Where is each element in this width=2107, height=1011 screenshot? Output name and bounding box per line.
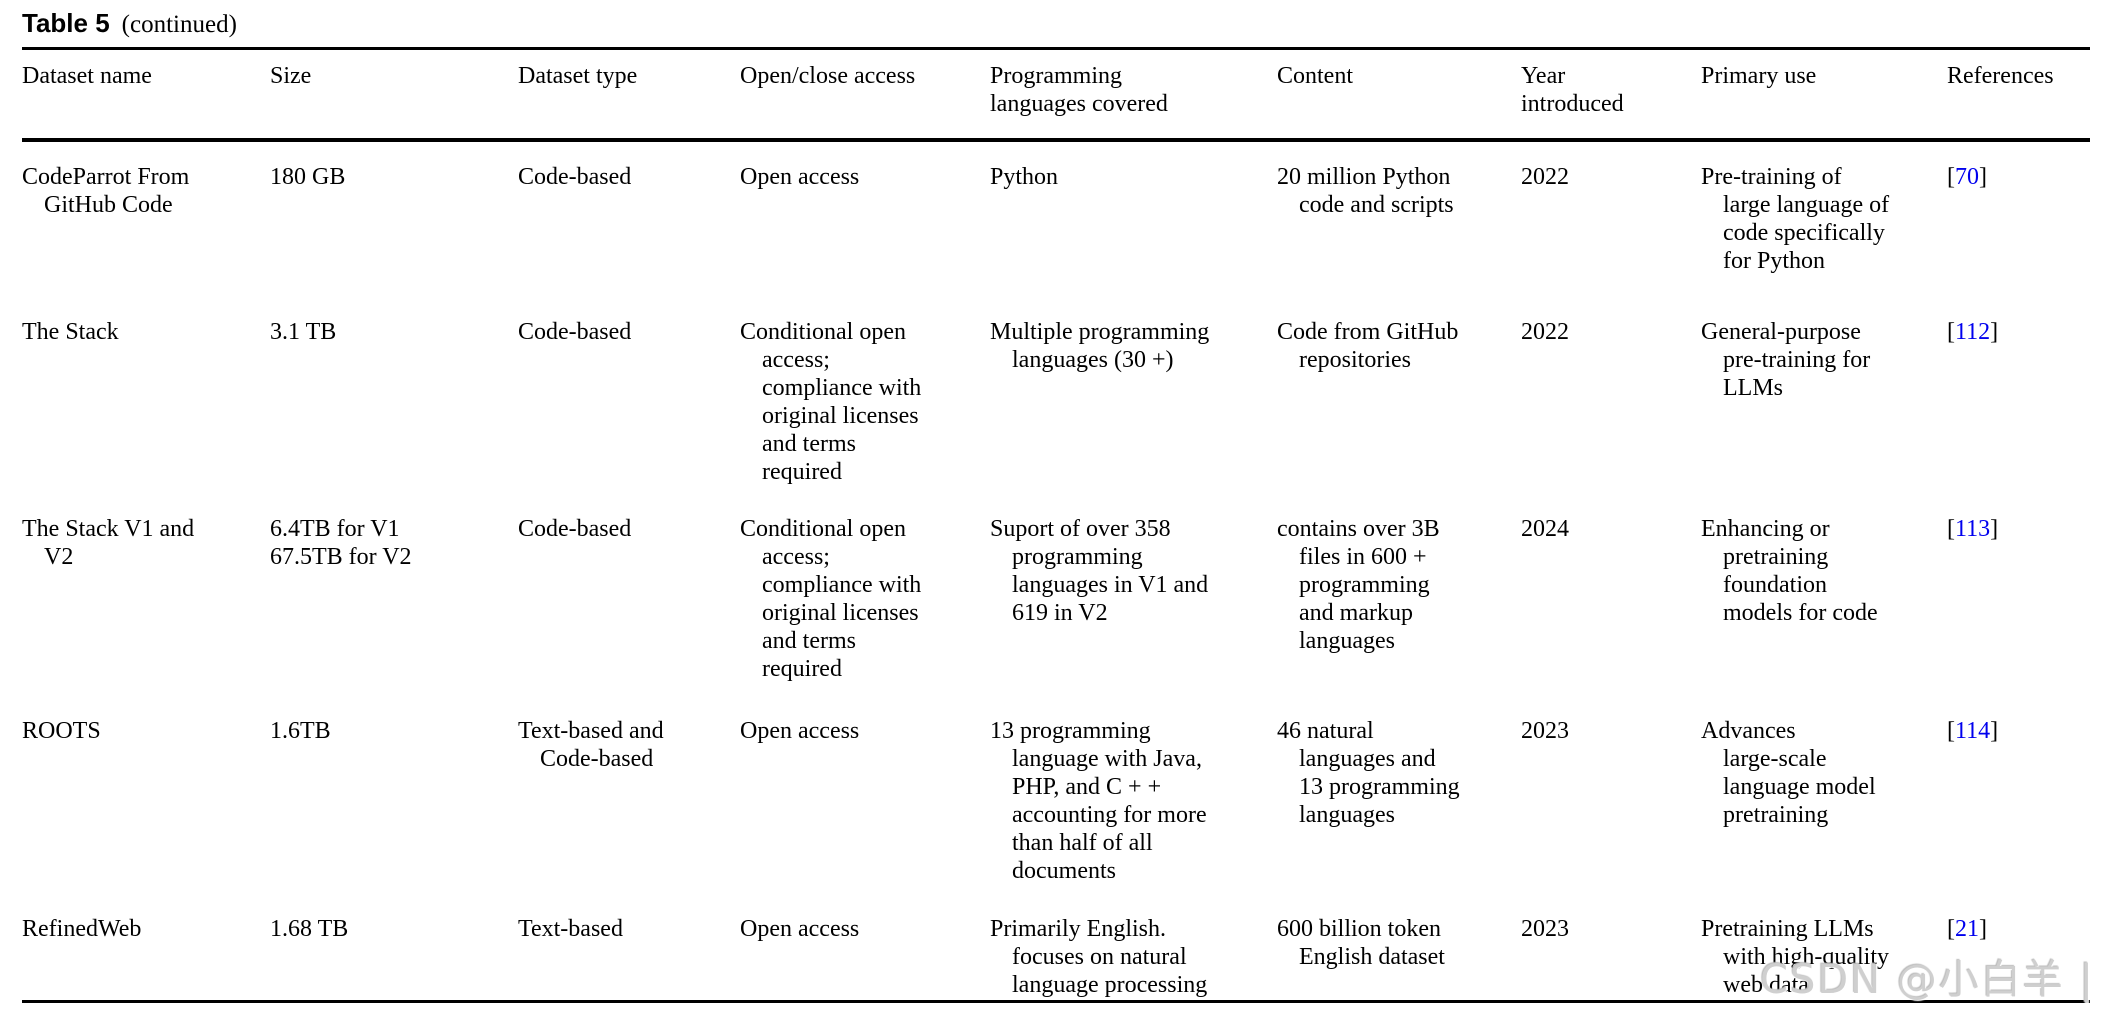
table-row: The Stack V1 and V2 6.4TB for V1 67.5TB fo… — [22, 494, 2090, 696]
cell-dataset-type: Text-based and Code-based — [518, 718, 664, 772]
table-caption-label: Table 5 — [22, 8, 110, 38]
ref-bracket-close: ] — [1979, 164, 1987, 190]
cell-dataset-name: ROOTS — [22, 718, 101, 744]
column-header-access: Open/close access — [740, 63, 916, 89]
column-header-dataset-type: Dataset type — [518, 63, 638, 89]
cell-references: [113] — [1947, 515, 2090, 696]
cell-languages: Multiple programming languages (30 +) — [990, 319, 1210, 373]
cell-dataset-type: Code-based — [518, 164, 632, 190]
cell-access: Open access — [740, 164, 860, 190]
cell-size: 180 GB — [270, 164, 346, 190]
table-row: The Stack 3.1 TB Code-based Conditional … — [22, 297, 2090, 494]
cell-primary-use: General-purpose pre-training for LLMs — [1701, 319, 1871, 401]
cell-year: 2023 — [1521, 916, 1569, 942]
reference-link[interactable]: 70 — [1955, 164, 1979, 190]
reference-link[interactable]: 113 — [1955, 516, 1991, 542]
ref-bracket-open: [ — [1947, 718, 1955, 744]
ref-bracket-open: [ — [1947, 164, 1955, 190]
cell-dataset-name: RefinedWeb — [22, 916, 142, 942]
table-caption-continued: (continued) — [121, 11, 237, 38]
ref-bracket-open: [ — [1947, 319, 1955, 345]
table-row: CodeParrot From GitHub Code 180 GB Code-b… — [22, 142, 2090, 297]
ref-bracket-open: [ — [1947, 516, 1955, 542]
cell-primary-use: Pretraining LLMs with high-quality web dat… — [1701, 916, 1889, 998]
cell-access: Conditional open access; compliance with or… — [740, 319, 922, 485]
cell-languages: Primarily English. focuses on natural lang… — [990, 916, 1208, 998]
cell-size: 1.68 TB — [270, 916, 349, 942]
table-header-rule — [22, 138, 2090, 142]
ref-bracket-close: ] — [1990, 319, 1999, 345]
cell-year: 2023 — [1521, 718, 1569, 744]
ref-bracket-close: ] — [1990, 718, 1999, 744]
cell-dataset-name: The Stack V1 and V2 — [22, 516, 195, 570]
table-row: RefinedWeb 1.68 TB Text-based Open acces… — [22, 894, 2090, 1000]
cell-primary-use: Enhancing or pretraining foundation models … — [1701, 516, 1878, 626]
cell-content: 46 natural languages and 13 programming lan… — [1277, 718, 1460, 828]
column-header-size: Size — [270, 63, 312, 89]
column-header-year: Year introduced — [1521, 63, 1624, 117]
ref-bracket-close: ] — [1979, 916, 1987, 942]
cell-year: 2022 — [1521, 319, 1569, 345]
column-header-dataset-name: Dataset name — [22, 63, 152, 89]
cell-size: 3.1 TB — [270, 319, 337, 345]
cell-dataset-type: Code-based — [518, 319, 632, 345]
cell-size: 6.4TB for V1 67.5TB for V2 — [270, 516, 412, 570]
cell-content: 600 billion token English dataset — [1277, 916, 1445, 970]
cell-languages: Python — [990, 164, 1059, 190]
cell-year: 2024 — [1521, 516, 1569, 542]
cell-references: [21] — [1947, 915, 2090, 1000]
column-header-languages: Programming languages covered — [990, 63, 1168, 117]
table-header-row: Dataset name Size Dataset type Open/clos… — [22, 50, 2090, 138]
cell-dataset-type: Text-based — [518, 916, 623, 942]
cell-content: 20 million Python code and scripts — [1277, 164, 1454, 218]
watermark: CSDN @小白羊 | — [1760, 957, 2095, 1003]
column-header-content: Content — [1277, 63, 1353, 89]
cell-content: Code from GitHub repositories — [1277, 319, 1459, 373]
cell-references: [114] — [1947, 717, 2090, 894]
cell-languages: Suport of over 358 programming languages i… — [990, 516, 1209, 626]
cell-dataset-name: CodeParrot From GitHub Code — [22, 164, 190, 218]
column-header-primary-use: Primary use — [1701, 63, 1817, 89]
cell-primary-use: Pre-training of large language of code spe… — [1701, 164, 1890, 274]
cell-content: contains over 3B files in 600 + programmin… — [1277, 516, 1440, 654]
cell-references: [112] — [1947, 318, 2090, 494]
reference-link[interactable]: 112 — [1955, 319, 1991, 345]
cell-access: Conditional open access; compliance with or… — [740, 516, 922, 682]
cell-primary-use: Advances large-scale language model pretrai… — [1701, 718, 1876, 828]
reference-link[interactable]: 114 — [1955, 718, 1991, 744]
cell-references: [70] — [1947, 163, 2090, 297]
table-row: ROOTS 1.6TB Text-based and Code-based Ope… — [22, 696, 2090, 894]
ref-bracket-open: [ — [1947, 916, 1955, 942]
ref-bracket-close: ] — [1990, 516, 1999, 542]
cell-year: 2022 — [1521, 164, 1569, 190]
column-header-references: References — [1947, 63, 2054, 89]
cell-languages: 13 programming language with Java, PHP, an… — [990, 718, 1207, 884]
reference-link[interactable]: 21 — [1955, 916, 1979, 942]
cell-access: Open access — [740, 916, 860, 942]
cell-dataset-name: The Stack — [22, 319, 119, 345]
table-caption: Table 5 (continued) — [0, 0, 2107, 47]
cell-access: Open access — [740, 718, 860, 744]
table-top-rule — [22, 47, 2090, 50]
cell-size: 1.6TB — [270, 718, 331, 744]
cell-dataset-type: Code-based — [518, 516, 632, 542]
table-bottom-rule — [22, 1000, 2090, 1003]
